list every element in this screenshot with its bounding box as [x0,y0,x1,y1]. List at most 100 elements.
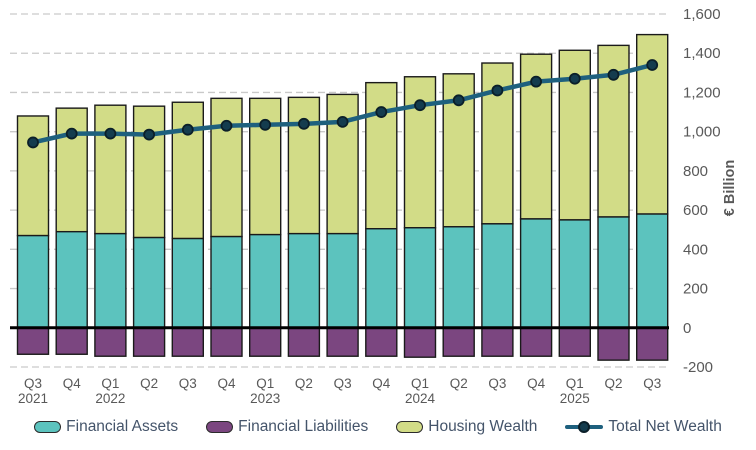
financial-assets-bar [55,230,88,329]
total-net-wealth-line [27,59,659,149]
net-wealth-dot [414,99,426,112]
y-axis-title-text: € Billion [722,160,738,216]
housing-wealth-bar [171,101,205,240]
net-wealth-dot [375,106,388,118]
net-wealth-dot [607,68,620,81]
chart-legend: Financial Assets Financial Liabilities H… [0,408,756,446]
y-tick-label: 1,000 [683,124,721,141]
x-tick-quarter: Q3 [488,376,506,391]
financial-assets-bar [365,228,398,329]
financial-assets-bar [287,232,321,329]
x-tick-quarter: Q1 [256,376,274,391]
y-tick-label: 800 [683,163,708,180]
housing-wealth-bar [365,81,398,230]
net-wealth-dot [336,115,349,128]
net-wealth-dot [259,118,272,131]
housing-wealth-bar [55,107,88,233]
housing-wealth-bar [132,105,166,239]
total-net-wealth-line-marker-icon [565,421,604,434]
financial-assets-bar [558,219,591,329]
financial-assets-bar [326,232,359,329]
financial-liabilities-bar [171,327,205,357]
legend-label-total-net-wealth: Total Net Wealth [608,418,722,435]
net-wealth-dot [491,84,504,97]
x-tick-quarter: Q4 [63,376,82,391]
financial-liabilities-bar [287,327,321,357]
legend-label-financial-liabilities: Financial Liabilities [238,418,369,435]
financial-liabilities-bar [558,327,591,357]
legend-label-housing-wealth: Housing Wealth [428,418,538,435]
legend-label-financial-assets: Financial Assets [66,418,179,435]
financial-liabilities-bar [132,327,166,357]
y-tick-label: 1,600 [683,6,721,23]
financial-liabilities-bar [210,327,243,357]
legend-item-housing-wealth: Housing Wealth [396,418,537,436]
y-tick-label: 1,200 [683,84,721,101]
y-tick-label: -200 [683,359,713,376]
x-tick-year: 2025 [560,391,590,406]
financial-liabilities-bar [55,327,88,355]
financial-assets-bar [597,216,630,329]
x-tick-quarter: Q3 [24,376,42,391]
net-wealth-dot [568,72,581,85]
y-tick-label: 0 [683,320,691,337]
housing-wealth-bar [210,97,243,238]
y-axis-labels: 1,600 1,400 1,200 1,000 800 600 400 200 0 -200 [683,6,721,376]
legend-dot [578,421,591,433]
x-tick-quarter: Q2 [450,376,468,391]
housing-wealth-bar [94,104,127,235]
financial-assets-bar [210,235,243,329]
legend-item-financial-liabilities: Financial Liabilities [206,418,368,436]
financial-liabilities-bar [365,327,398,357]
financial-liabilities-bar [442,327,475,357]
net-wealth-dot [452,94,465,107]
financial-liabilities-bar [519,327,553,357]
x-tick-quarter: Q3 [643,376,661,391]
financial-liabilities-bar [16,327,50,355]
y-axis-title: € Billion [722,160,738,216]
housing-wealth-swatch-icon [396,421,424,433]
financial-assets-bar [481,223,514,329]
x-tick-quarter: Q3 [179,376,197,391]
x-tick-quarter: Q2 [295,376,313,391]
y-tick-label: 600 [683,202,708,219]
financial-liabilities-bar [94,327,127,357]
financial-assets-swatch-icon [34,421,62,433]
net-wealth-dot [530,75,542,88]
housing-wealth-bar [248,97,282,236]
x-tick-quarter: Q4 [372,376,391,391]
financial-liabilities-bar [248,327,282,357]
net-wealth-dot [297,117,310,130]
x-tick-quarter: Q3 [334,376,352,391]
net-wealth-dot [65,127,78,140]
financial-assets-bar [16,234,50,329]
x-tick-quarter: Q1 [411,376,429,391]
x-tick-quarter: Q1 [101,376,119,391]
y-tick-label: 200 [683,281,708,298]
financial-assets-bar [132,236,166,329]
net-wealth-dot [646,59,659,71]
financial-assets-bar [636,213,669,329]
financial-assets-bar [94,232,127,329]
financial-assets-bar [403,227,437,329]
housing-wealth-bar [16,115,50,237]
net-wealth-dot [181,123,194,136]
chart-svg: 1,6001,4001,2001,0008006004002000-200Q32… [10,6,738,406]
y-tick-label: 400 [683,241,708,258]
x-tick-year: 2023 [250,391,280,406]
legend-item-financial-assets: Financial Assets [34,418,178,436]
legend-item-total-net-wealth: Total Net Wealth [565,418,722,436]
y-tick-label: 1,400 [683,45,721,62]
financial-assets-bar [519,218,553,329]
financial-liabilities-bar [403,327,437,358]
x-tick-quarter: Q2 [604,376,622,391]
housing-wealth-bar [287,96,321,235]
x-tick-year: 2024 [405,391,436,406]
bars [16,33,669,361]
financial-assets-bar [442,226,475,329]
x-tick-year: 2021 [18,391,48,406]
financial-liabilities-bar [636,327,669,361]
financial-liabilities-swatch-icon [206,421,234,433]
